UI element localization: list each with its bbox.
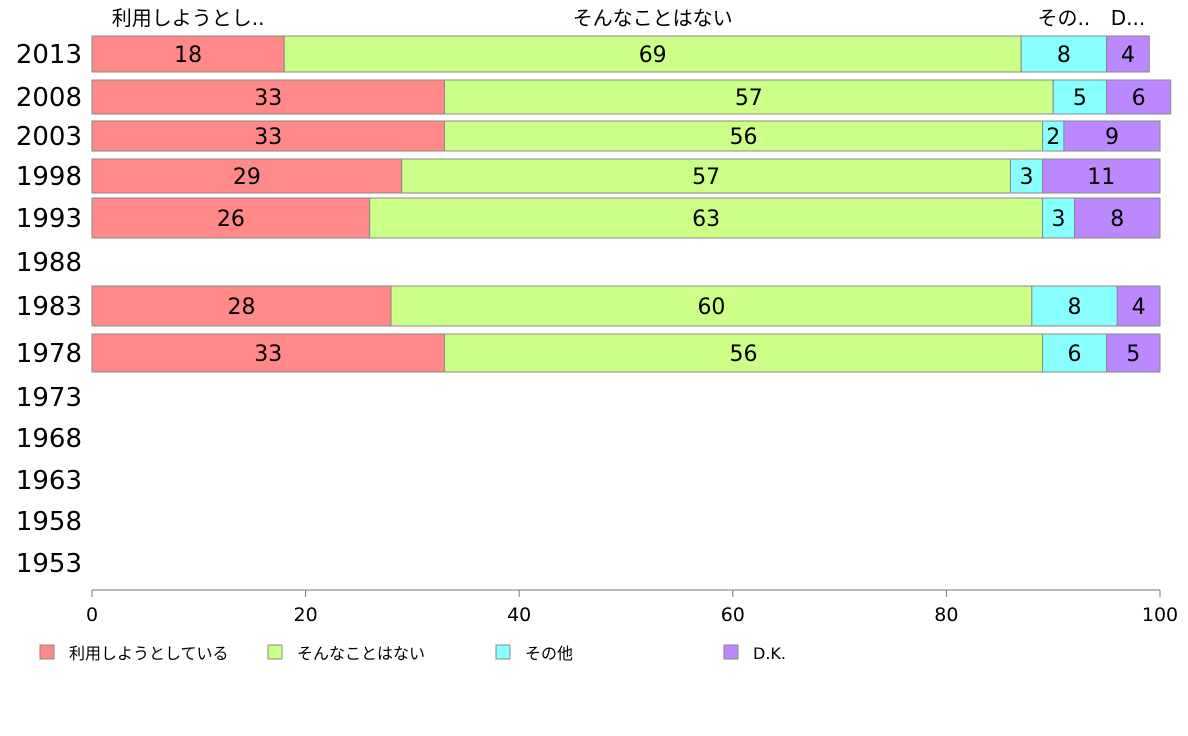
bar-segment-1993-1 — [369, 197, 1044, 239]
data-label-1978-3: 5 — [1126, 342, 1140, 367]
year-label-2008: 2008 — [16, 83, 82, 113]
data-label-1993-3: 8 — [1110, 207, 1124, 232]
segment-top-label-0: 利用しようとし.. — [112, 6, 265, 30]
bar-segment-2013-0 — [91, 35, 285, 73]
bar-segment-1978-1 — [443, 333, 1044, 373]
data-label-1983-1: 60 — [697, 295, 725, 320]
data-label-2008-2: 5 — [1073, 86, 1087, 111]
bar-segment-1983-1 — [390, 285, 1033, 327]
bar-segment-2008-1 — [443, 79, 1054, 115]
bar-segment-2008-3 — [1106, 79, 1172, 115]
bar-segment-1993-3 — [1074, 197, 1161, 239]
data-label-1993-2: 3 — [1052, 207, 1066, 232]
data-label-2003-3: 9 — [1105, 125, 1119, 150]
data-label-1983-2: 8 — [1068, 295, 1082, 320]
segment-top-label-3: D... — [1111, 6, 1145, 30]
x-tick-label-0: 0 — [86, 604, 98, 626]
year-label-1958: 1958 — [16, 507, 82, 537]
year-label-1953: 1953 — [16, 549, 82, 579]
bar-segment-1998-0 — [91, 158, 403, 194]
x-axis: 0 20 40 60 80 100 — [86, 589, 1178, 626]
data-label-2003-1: 56 — [729, 125, 757, 150]
legend-swatch-2 — [495, 644, 511, 660]
bar-segment-2008-0 — [91, 79, 445, 115]
x-tick-label-2: 40 — [507, 604, 531, 626]
data-label-1998-3: 11 — [1087, 165, 1115, 190]
bar-segment-1993-0 — [91, 197, 371, 239]
legend-label-0: 利用しようとしている — [69, 644, 229, 663]
year-axis-labels: 2013 2008 2003 1998 1993 1988 1983 1978 1973 1968… — [16, 40, 82, 579]
legend-label-1: そんなことはない — [297, 644, 425, 663]
data-label-2003-0: 33 — [254, 125, 282, 150]
year-label-1998: 1998 — [16, 162, 82, 192]
year-label-1993: 1993 — [16, 204, 82, 234]
legend-swatch-3 — [723, 644, 739, 660]
year-label-1968: 1968 — [16, 424, 82, 454]
year-label-1973: 1973 — [16, 383, 82, 413]
year-label-1978: 1978 — [16, 339, 82, 369]
legend-label-2: その他 — [525, 644, 573, 663]
legend-swatch-1 — [267, 644, 283, 660]
legend: 利用しようとしている そんなことはない その他 D.K. — [39, 644, 786, 663]
data-label-2013-3: 4 — [1121, 43, 1135, 68]
data-label-1978-0: 33 — [254, 342, 282, 367]
segment-top-label-2: その.. — [1038, 6, 1091, 30]
bar-segment-1998-1 — [401, 158, 1011, 194]
bar-segment-2003-1 — [443, 120, 1044, 152]
year-label-1988: 1988 — [16, 248, 82, 278]
bar-segment-1983-0 — [91, 285, 392, 327]
bar-segment-1993-2 — [1042, 197, 1076, 239]
year-label-2003: 2003 — [16, 122, 82, 152]
bar-segment-1978-2 — [1042, 333, 1108, 373]
data-label-2013-2: 8 — [1057, 43, 1071, 68]
data-label-1983-0: 28 — [228, 295, 256, 320]
data-label-2013-0: 18 — [174, 43, 202, 68]
data-label-2008-1: 57 — [735, 86, 763, 111]
legend-label-3: D.K. — [753, 644, 786, 663]
data-label-1993-1: 63 — [692, 207, 720, 232]
bar-segment-2008-2 — [1052, 79, 1108, 115]
x-tick-label-5: 100 — [1142, 604, 1178, 626]
bar-segment-1978-3 — [1106, 333, 1161, 373]
x-tick-label-4: 80 — [934, 604, 958, 626]
year-label-1963: 1963 — [16, 466, 82, 496]
data-label-1998-0: 29 — [233, 165, 261, 190]
data-label-2008-0: 33 — [254, 86, 282, 111]
year-label-1983: 1983 — [16, 292, 82, 322]
x-tick-label-1: 20 — [294, 604, 318, 626]
bar-segment-1983-2 — [1031, 285, 1118, 327]
data-label-2003-2: 2 — [1046, 125, 1060, 150]
data-label-1998-1: 57 — [692, 165, 720, 190]
bar-segment-2013-3 — [1106, 35, 1150, 73]
data-label-1998-2: 3 — [1020, 165, 1034, 190]
data-label-1978-1: 56 — [729, 342, 757, 367]
segment-top-label-1: そんなことはない — [573, 6, 733, 30]
data-label-2008-3: 6 — [1132, 86, 1146, 111]
bar-segment-1998-3 — [1042, 158, 1161, 194]
year-label-2013: 2013 — [16, 40, 82, 70]
bar-segment-2013-1 — [283, 35, 1022, 73]
data-label-2013-1: 69 — [639, 43, 667, 68]
bar-segment-1978-0 — [91, 333, 445, 373]
bar-segment-2013-2 — [1020, 35, 1108, 73]
data-label-1978-2: 6 — [1068, 342, 1082, 367]
segment-top-labels: 利用しようとし.. そんなことはない その.. D... — [112, 6, 1145, 30]
data-label-1983-3: 4 — [1132, 295, 1146, 320]
bar-segment-2003-3 — [1063, 120, 1161, 152]
bar-segment-2003-0 — [91, 120, 445, 152]
x-tick-label-3: 60 — [721, 604, 745, 626]
legend-swatch-0 — [39, 644, 55, 660]
bar-segment-1983-3 — [1116, 285, 1161, 327]
bar-segment-1998-2 — [1009, 158, 1044, 194]
data-label-1993-0: 26 — [217, 207, 245, 232]
